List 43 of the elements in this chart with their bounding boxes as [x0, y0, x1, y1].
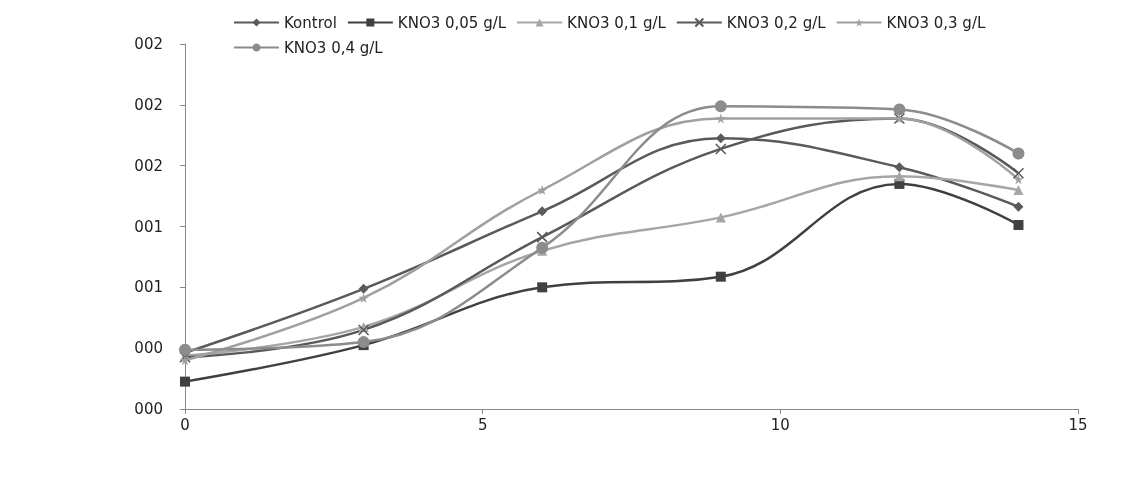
point — [1013, 201, 1024, 212]
point — [894, 162, 905, 173]
x-tick-label: 0 — [180, 415, 190, 434]
y-tick-label: 000 — [134, 339, 163, 358]
point — [179, 343, 191, 356]
point — [715, 133, 726, 144]
point — [894, 171, 905, 182]
y-tick-label: 001 — [134, 217, 163, 236]
point — [714, 100, 727, 113]
point — [715, 212, 726, 223]
y-tick-label: 002 — [134, 35, 163, 53]
point — [358, 283, 369, 294]
point — [1013, 185, 1024, 195]
point — [715, 113, 726, 124]
point — [715, 271, 726, 282]
point — [893, 103, 906, 116]
point — [357, 336, 370, 349]
x-tick-label: 5 — [477, 415, 488, 434]
legend-label: KNO3 0,1 g/L — [567, 13, 667, 32]
x-tick-label: 10 — [770, 415, 790, 434]
point — [536, 231, 548, 243]
legend-label: KNO3 0,3 g/L — [886, 13, 986, 32]
point — [537, 206, 548, 217]
y-tick-label: 002 — [134, 95, 163, 114]
x-tick-label: 15 — [1068, 415, 1088, 434]
legend-label: KNO3 0,05 g/L — [397, 13, 507, 32]
point — [357, 324, 370, 336]
point — [537, 282, 548, 293]
point — [1012, 147, 1025, 160]
point — [536, 241, 549, 254]
legend-label: KNO3 0,4 g/L — [284, 38, 384, 57]
point — [1012, 167, 1025, 180]
y-tick-label: 001 — [134, 278, 163, 297]
point — [180, 355, 190, 366]
point — [715, 143, 727, 155]
point — [1013, 174, 1024, 185]
y-tick-label: 000 — [134, 400, 163, 418]
point — [1013, 219, 1024, 230]
point — [180, 376, 190, 387]
legend-label: Kontrol — [284, 13, 337, 32]
legend-label: KNO3 0,2 g/L — [726, 13, 827, 32]
point — [537, 185, 548, 195]
y-tick-label: 002 — [134, 156, 163, 175]
